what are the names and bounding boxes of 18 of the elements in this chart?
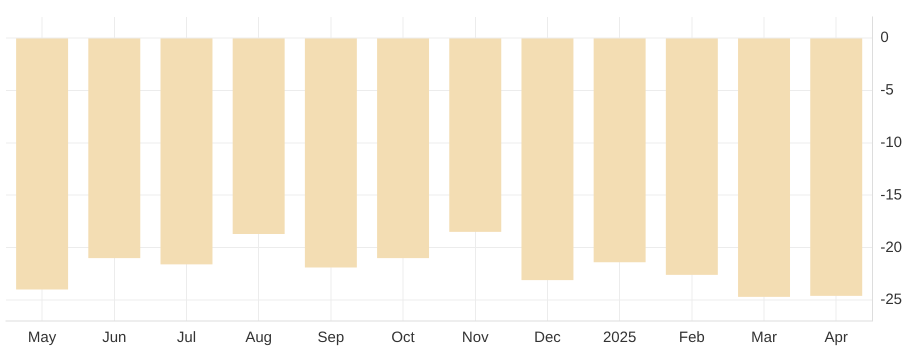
y-tick-label: 0: [880, 29, 889, 46]
y-tick-label: -15: [880, 186, 902, 204]
x-tick-label: Nov: [462, 329, 490, 346]
x-tick-label: Apr: [824, 329, 848, 346]
x-tick-label: Jun: [102, 329, 126, 346]
x-tick-label: Mar: [751, 329, 777, 346]
y-tick-label: -5: [880, 82, 894, 99]
x-tick-label: Dec: [534, 329, 562, 346]
x-tick-label: May: [28, 329, 57, 346]
x-tick-label: Jul: [176, 329, 196, 346]
x-tick-label: 2025: [602, 329, 636, 346]
x-tick-label: Feb: [678, 329, 705, 346]
x-tick-label: Aug: [245, 329, 272, 346]
y-tick-label: -20: [880, 238, 902, 256]
x-tick-label: Sep: [318, 329, 344, 346]
x-tick-label: Oct: [391, 329, 416, 346]
y-tick-label: -25: [880, 291, 902, 308]
y-tick-label: -10: [880, 134, 902, 151]
